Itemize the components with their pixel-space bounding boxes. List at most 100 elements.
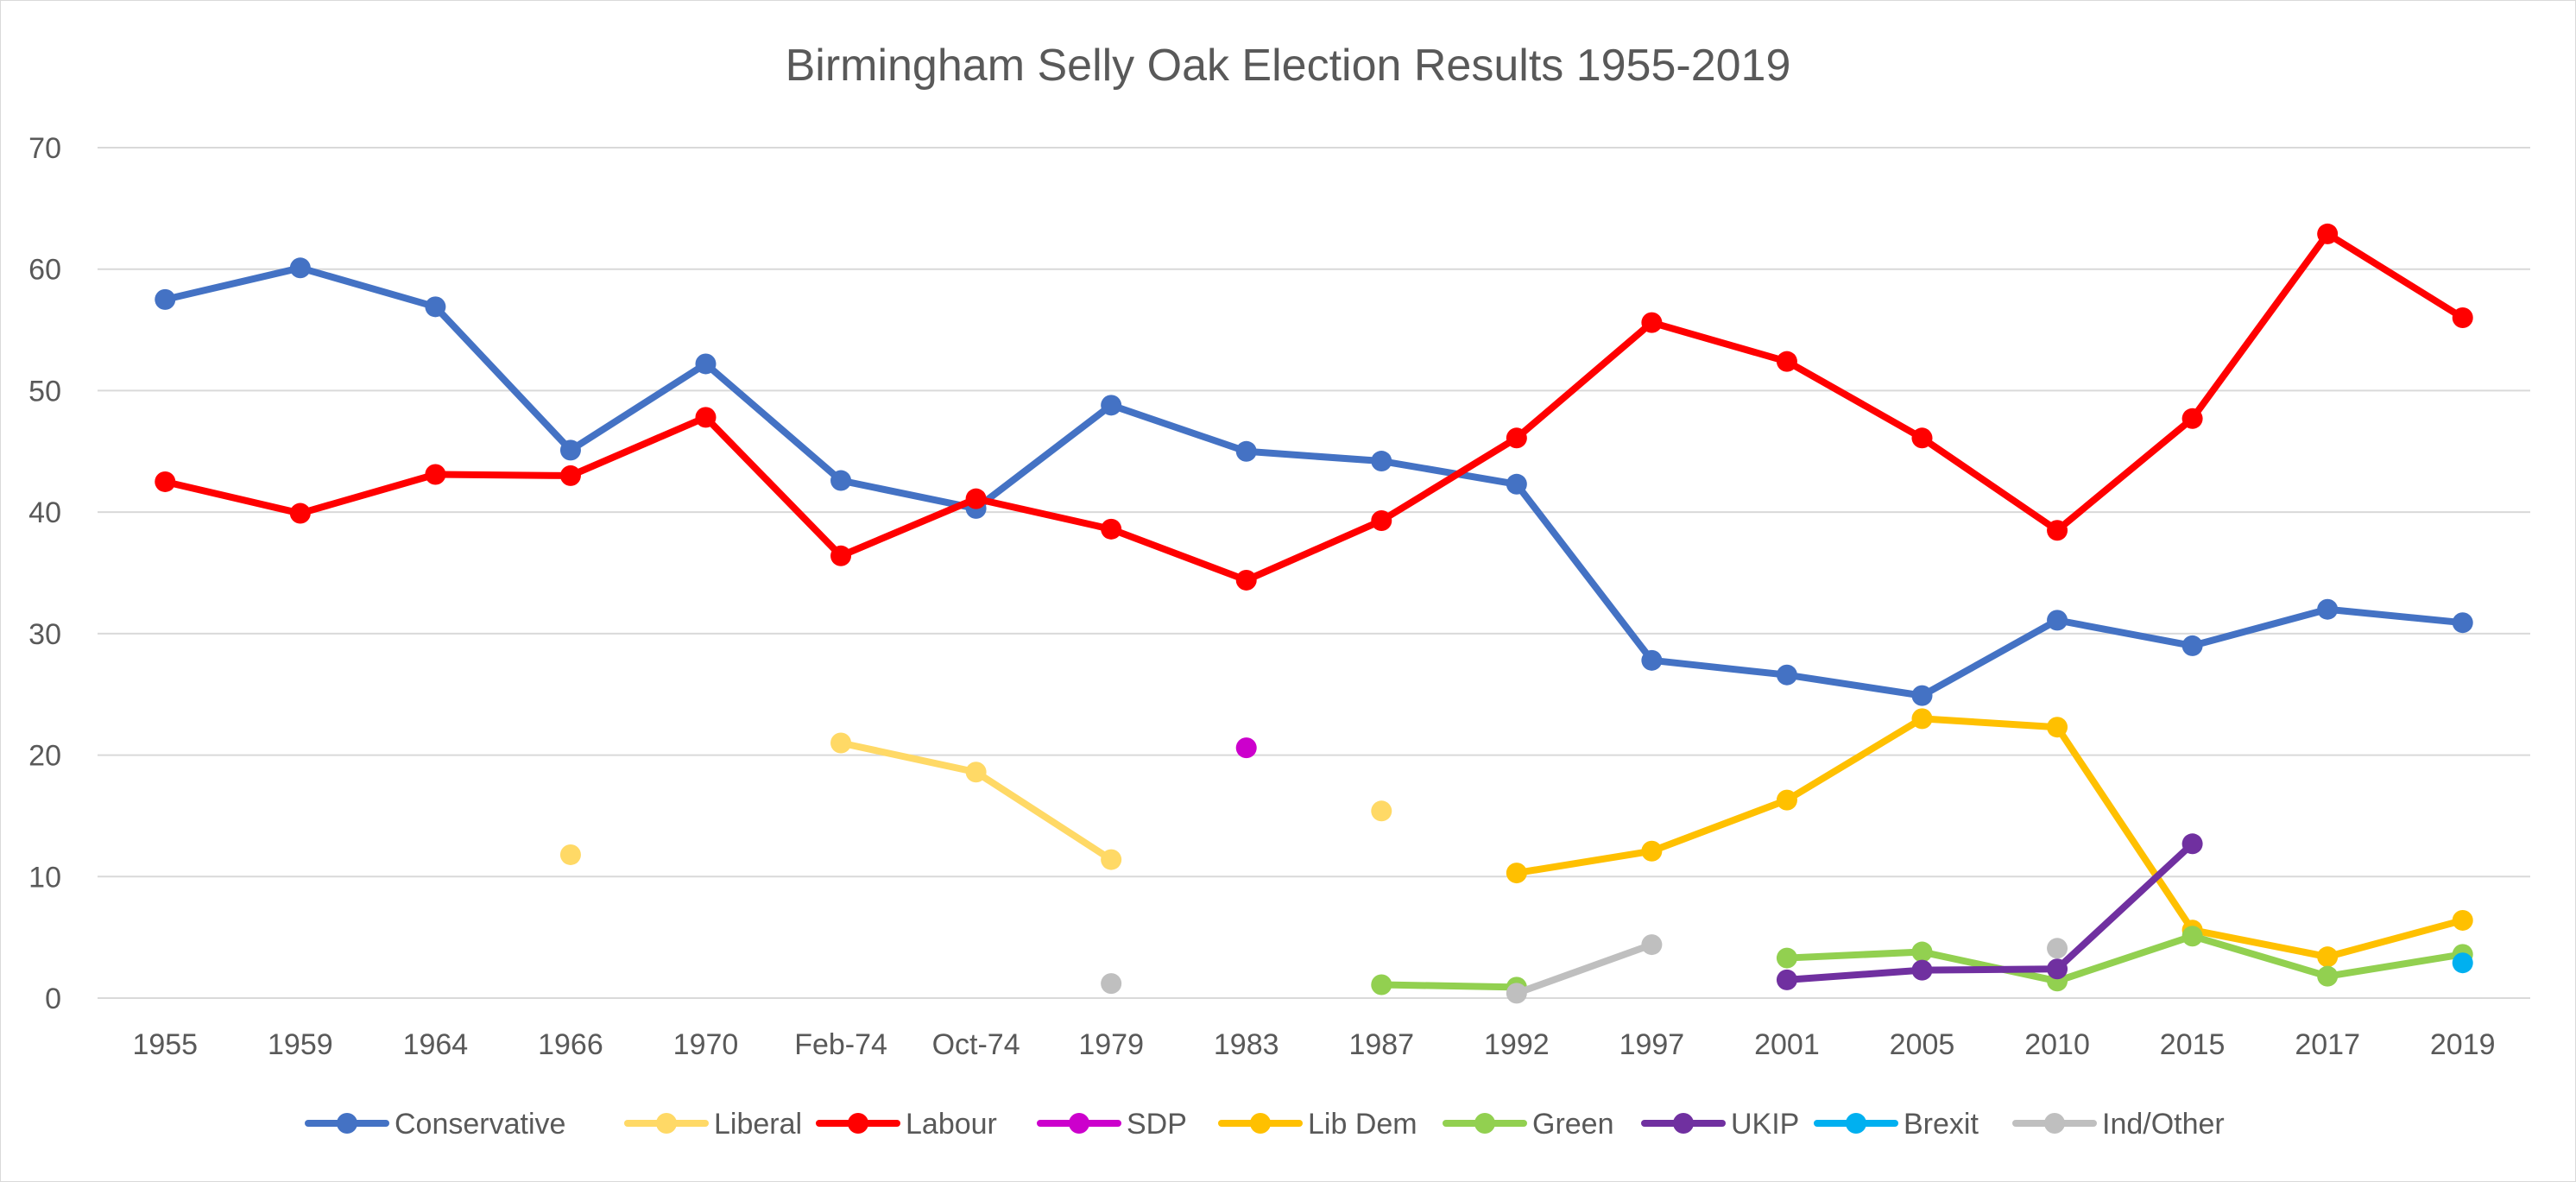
x-tick-label: 1964 (403, 1028, 469, 1061)
series-brexit (2452, 952, 2473, 974)
data-point-ukip (2181, 833, 2203, 855)
data-point-ind-other (2047, 938, 2068, 959)
data-point-lib-dem (2317, 946, 2339, 968)
data-point-labour (425, 464, 446, 485)
legend-item-ind-other: Ind/Other (2012, 1108, 2225, 1141)
data-point-lib-dem (1776, 789, 1797, 811)
legend-label: Conservative (395, 1108, 565, 1141)
x-axis-ticks: 1955 1959 1964 1966 1970 Feb-74 Oct-74 1979 1983… (132, 1028, 2495, 1061)
legend-item-brexit: Brexit (1814, 1108, 1979, 1141)
legend-label: Labour (906, 1108, 997, 1141)
data-point-labour (695, 407, 717, 428)
legend-label: SDP (1127, 1108, 1187, 1141)
legend-swatch-marker (1069, 1113, 1089, 1134)
data-point-liberal (1101, 849, 1122, 870)
x-tick-label: 2017 (2295, 1028, 2360, 1061)
legend-swatch-marker (1846, 1113, 1866, 1134)
x-tick-label: 1955 (132, 1028, 198, 1061)
x-tick-label: Feb-74 (794, 1028, 887, 1061)
series-liberal (559, 732, 1392, 870)
series-layer (155, 223, 2473, 1004)
x-tick-label: 1959 (268, 1028, 333, 1061)
data-point-labour (2317, 223, 2339, 244)
data-point-green (2181, 926, 2203, 947)
legend-label: Green (1532, 1108, 1614, 1141)
y-tick-label: 0 (45, 983, 61, 1015)
data-point-labour (1776, 351, 1797, 372)
legend-swatch-marker (1250, 1113, 1271, 1134)
data-point-conservative (425, 296, 446, 318)
data-point-conservative (2047, 610, 2068, 631)
series-labour (155, 223, 2473, 591)
data-point-conservative (1235, 440, 1257, 462)
data-point-labour (1371, 509, 1392, 531)
data-point-green (2317, 965, 2339, 987)
data-point-labour (1911, 427, 1933, 449)
data-point-conservative (1641, 649, 1663, 671)
legend-item-labour: Labour (816, 1108, 997, 1141)
data-point-conservative (695, 353, 717, 375)
series-lib-dem (1506, 708, 2473, 968)
x-tick-label: 2019 (2430, 1028, 2496, 1061)
x-tick-label: 1983 (1214, 1028, 1279, 1061)
data-point-conservative (830, 470, 852, 491)
x-tick-label: 2015 (2160, 1028, 2226, 1061)
data-point-brexit (2452, 952, 2473, 974)
data-point-ukip (1911, 959, 1933, 981)
data-point-ind-other (1641, 934, 1663, 956)
legend-label: Lib Dem (1308, 1108, 1417, 1141)
legend-label: UKIP (1731, 1108, 1799, 1141)
data-point-green (1911, 941, 1933, 963)
y-tick-label: 60 (28, 254, 61, 287)
data-point-conservative (1371, 451, 1392, 472)
legend-swatch-marker (337, 1113, 357, 1134)
data-point-lib-dem (1641, 840, 1663, 862)
series-ind-other (1101, 934, 2068, 1004)
series-line-green (1378, 981, 1520, 991)
legend-swatch-marker (1673, 1113, 1694, 1134)
data-point-conservative (155, 288, 176, 310)
data-point-labour (1641, 312, 1663, 333)
data-point-conservative (2452, 612, 2473, 634)
data-point-conservative (1776, 664, 1797, 686)
data-point-lib-dem (2452, 909, 2473, 931)
data-point-labour (559, 465, 581, 486)
data-point-liberal (559, 844, 581, 865)
data-point-labour (830, 545, 852, 566)
series-sdp (1235, 737, 1257, 759)
data-point-ukip (2047, 958, 2068, 980)
series-line-lib-dem (1512, 715, 2466, 961)
data-point-ukip (1776, 969, 1797, 990)
x-tick-label: 1970 (673, 1028, 739, 1061)
series-line-conservative (161, 264, 2466, 699)
data-point-conservative (2181, 635, 2203, 656)
y-tick-label: 50 (28, 375, 61, 408)
data-point-conservative (2317, 598, 2339, 620)
data-point-lib-dem (1911, 708, 1933, 730)
legend-label: Liberal (714, 1108, 802, 1141)
series-line-ukip (1783, 840, 2196, 983)
data-point-labour (1101, 518, 1122, 540)
legend: Conservative Liberal Labour SDP Lib Dem Green… (305, 1108, 2225, 1141)
data-point-labour (1506, 427, 1527, 449)
data-point-conservative (1101, 395, 1122, 416)
data-point-liberal (1371, 800, 1392, 822)
x-tick-label: 1966 (538, 1028, 603, 1061)
data-point-labour (965, 488, 987, 509)
legend-item-liberal: Liberal (624, 1108, 802, 1141)
legend-item-ukip: UKIP (1641, 1108, 1799, 1141)
legend-swatch-marker (1474, 1113, 1495, 1134)
series-line-labour (161, 230, 2466, 584)
x-tick-label: 2005 (1890, 1028, 1955, 1061)
gridlines (98, 147, 2530, 999)
data-point-labour (2452, 307, 2473, 328)
data-point-liberal (965, 762, 987, 783)
data-point-labour (1235, 569, 1257, 591)
y-tick-label: 40 (28, 496, 61, 529)
legend-item-green: Green (1443, 1108, 1614, 1141)
series-line-ind-other (1512, 941, 1656, 997)
data-point-sdp (1235, 737, 1257, 759)
legend-label: Brexit (1904, 1108, 1979, 1141)
data-point-conservative (289, 257, 311, 279)
